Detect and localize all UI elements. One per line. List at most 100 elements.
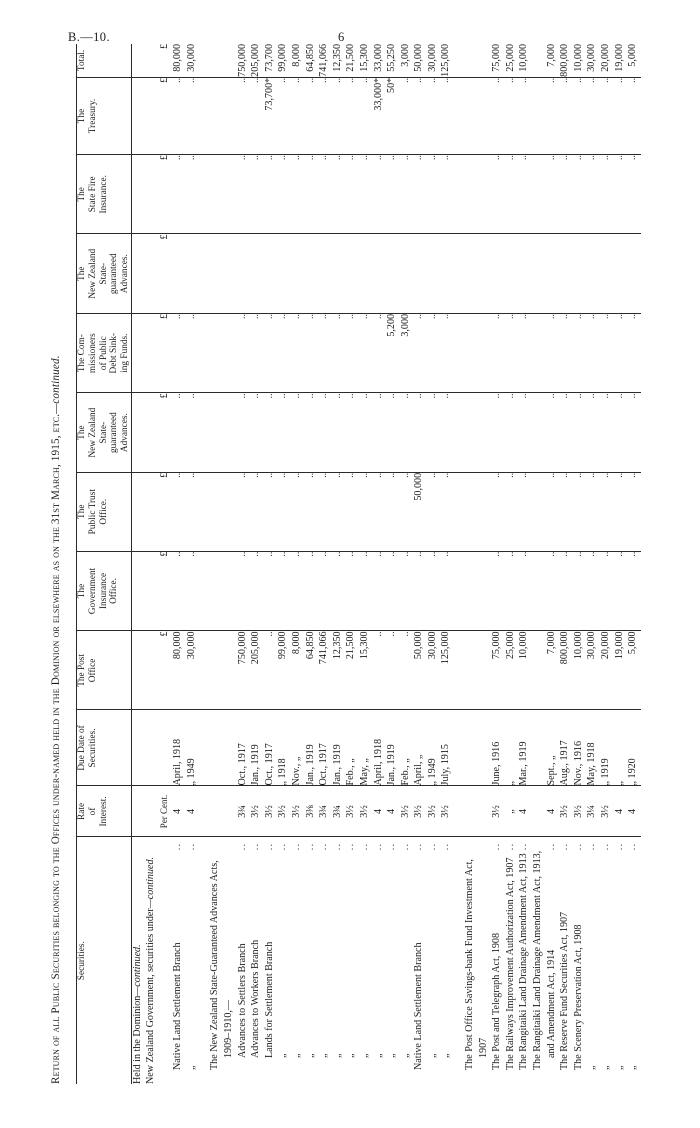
col-header-line: The <box>77 187 87 202</box>
cell-due-date: Nov., 1916 <box>572 709 587 786</box>
spacer-cell <box>454 392 465 473</box>
cell-govins: .. <box>263 551 278 631</box>
spacer-cell <box>199 77 210 155</box>
cell-securities: The Post Office Savings-bank Fund Invest… <box>464 836 478 1084</box>
cell-ptrust: .. <box>613 472 628 552</box>
section-heading-row: Held in the Dominion—continued. <box>131 44 145 1084</box>
cell-govins: .. <box>345 551 359 631</box>
leader-dots: .. <box>504 842 516 851</box>
col-header-line: Interest. <box>98 796 109 827</box>
table-row: „ .. 3½ „ 1949 30,000............ 30,000 <box>426 44 441 1084</box>
cell-rate-of-interest <box>209 785 223 837</box>
cell-ptrust: .. <box>399 472 414 552</box>
cell-due-date: Oct., 1917 <box>263 709 278 786</box>
col-header-line: Office. <box>98 498 109 525</box>
cell-post: 10,000 <box>518 630 533 710</box>
cell-rate-of-interest: 3½ <box>413 785 427 837</box>
spacer-cell <box>199 44 209 77</box>
securities-label: „ <box>426 1053 438 1058</box>
cell-statefire: .. <box>518 154 533 234</box>
spacer-cell <box>454 233 465 314</box>
spacer-cell <box>199 313 210 393</box>
cell-rate-of-interest: 3½ <box>358 785 373 837</box>
cell-ptrust: .. <box>236 472 251 552</box>
continued-italic: —continued. <box>131 944 143 996</box>
securities-label: „ <box>304 1053 316 1058</box>
cell-securities: Native Land Settlement Branch .. <box>413 836 427 1084</box>
cell-total: 80,000 <box>172 44 184 72</box>
cell-rate-of-interest: 4 <box>172 785 186 837</box>
cell-nzsga: .. <box>545 392 560 473</box>
table-header: Securities. Rate of Interest. Due Date of Sec… <box>76 44 132 1084</box>
cell-due-date: June, 1916 <box>491 709 505 786</box>
cell-nzsga2 <box>185 233 200 314</box>
cell-sinking: .. <box>545 313 560 393</box>
cell-total <box>478 44 492 77</box>
paper-number: B.—10. <box>68 30 110 44</box>
cell-nzsga: .. <box>304 392 319 473</box>
leader-dots: .. <box>559 842 571 851</box>
cell-treasury: .. <box>504 77 519 155</box>
spacer-cell <box>199 392 210 473</box>
cell-nzsga <box>145 392 159 473</box>
currency-symbol-nzsga2: £ <box>158 233 173 314</box>
cell-securities: The Rangitaiki Land Drainage Amendment A… <box>532 836 546 1084</box>
col-header-line: Office. <box>109 578 120 604</box>
cell-due-date: Feb., „ <box>345 709 359 786</box>
cell-nzsga2 <box>318 233 332 314</box>
cell-statefire: .. <box>413 154 427 234</box>
cell-securities: „ .. <box>613 836 628 1084</box>
cell-treasury: .. <box>572 77 587 155</box>
cell-rate-of-interest: 3⅜ <box>304 785 319 837</box>
col-header-line: The <box>77 266 87 281</box>
securities-label: „ <box>277 1053 289 1058</box>
cell-statefire: .. <box>263 154 278 234</box>
cell-nzsga <box>209 392 223 473</box>
cell-treasury <box>222 77 237 155</box>
securities-label: „ <box>372 1053 384 1058</box>
col-header-post: The Post Office <box>76 630 132 710</box>
table-row: „ .. 3½ „ 1919 20,000............ 20,000 <box>600 44 614 1084</box>
cell-securities: „ .. <box>372 836 387 1084</box>
cell-due-date <box>477 709 492 786</box>
currency-symbol-govins: £ <box>158 551 173 631</box>
col-header-statefire: The State Fire Insurance. <box>76 154 132 234</box>
cell-sinking: .. <box>613 313 628 393</box>
cell-securities: The New Zealand State-Guaranteed Advance… <box>209 836 223 1084</box>
cell-sinking <box>145 313 159 393</box>
cell-total: 30,000 <box>586 44 598 72</box>
cell-treasury <box>131 77 145 155</box>
cell-treasury: .. <box>236 77 251 155</box>
cell-securities: The Railways Improvement Authorization A… <box>504 836 519 1084</box>
cell-rate-of-interest: 4 <box>372 785 387 837</box>
cell-due-date <box>464 709 478 786</box>
col-header-line: Government <box>87 567 98 615</box>
cell-govins: .. <box>304 551 319 631</box>
cell-treasury: .. <box>185 77 200 155</box>
cell-treasury: .. <box>290 77 305 155</box>
cell-due-date: „ 1920 <box>627 709 641 786</box>
cell-govins: .. <box>372 551 387 631</box>
cell-sinking <box>131 313 145 393</box>
securities-label: „ <box>399 1053 411 1058</box>
col-header-line: Insurance. <box>98 175 109 214</box>
cell-ptrust <box>477 472 492 552</box>
cell-rate-of-interest: 4 <box>518 785 533 837</box>
cell-total: 50,000 <box>413 44 425 72</box>
cell-securities: „ .. <box>304 836 319 1084</box>
cell-post: .. <box>263 630 278 710</box>
cell-nzsga <box>477 392 492 473</box>
cell-securities: „ .. <box>277 836 291 1084</box>
leader-dots: .. <box>426 842 438 851</box>
cell-securities: „ .. <box>600 836 614 1084</box>
cell-treasury: .. <box>545 77 560 155</box>
cell-ptrust: .. <box>572 472 587 552</box>
cell-rate-of-interest: 3½ <box>263 785 278 837</box>
cell-treasury <box>145 77 159 155</box>
cell-sinking: .. <box>586 313 600 393</box>
cell-nzsga: .. <box>372 392 387 473</box>
cell-due-date: Sept., „ <box>545 709 560 786</box>
cell-rate-of-interest: 3¾ <box>318 785 332 837</box>
col-header-line: Insurance <box>98 572 109 610</box>
cell-rate-of-interest: 4 <box>627 785 641 837</box>
